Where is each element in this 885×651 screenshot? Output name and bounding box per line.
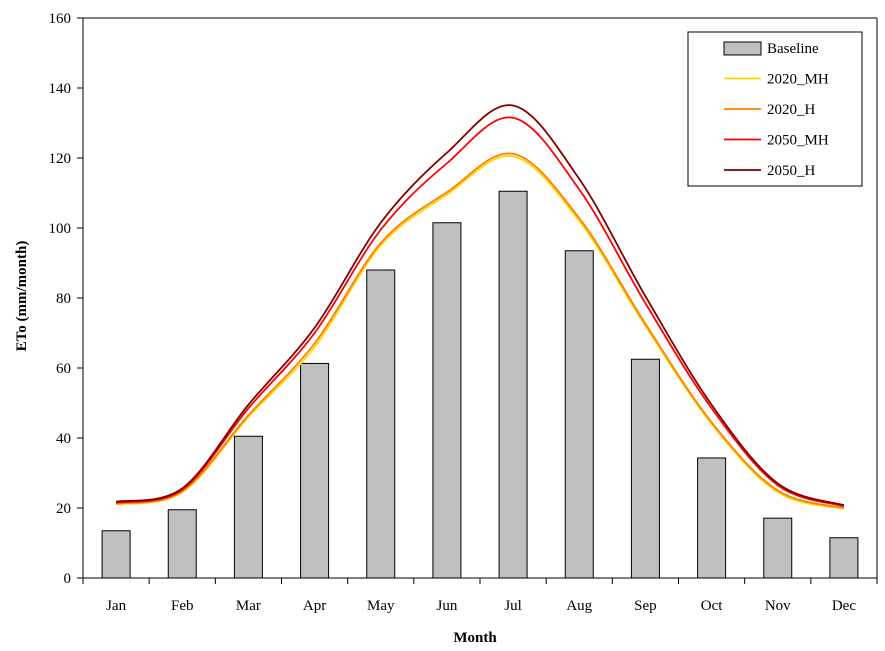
x-tick-label: Dec (832, 598, 856, 614)
bar-feb (167, 509, 197, 579)
line-2020-mh (115, 154, 845, 510)
bar-apr (300, 362, 330, 579)
x-tick-label: Jun (436, 598, 457, 614)
legend-label-2020-h: 2020_H (767, 102, 816, 118)
y-tick-label: 140 (49, 81, 72, 97)
x-tick-label: May (367, 598, 395, 614)
bar-mar (233, 435, 263, 579)
legend-swatch-baseline (723, 41, 762, 56)
legend-box (687, 31, 863, 187)
y-tick-label: 20 (56, 501, 71, 517)
bar-aug (564, 250, 594, 579)
line-series (115, 104, 845, 510)
x-axis-label: Month (453, 630, 497, 646)
x-tick-label: Jul (504, 598, 522, 614)
y-tick-label: 80 (56, 291, 71, 307)
line-2020-h (115, 152, 845, 509)
legend-label-2050-h: 2050_H (767, 163, 816, 179)
x-tick-label: Mar (236, 598, 261, 614)
line-2050-h (115, 104, 845, 507)
x-axis-ticks: Jan Feb Mar Apr May Jun Jul Aug Sep Oct Nov Dec (82, 578, 878, 614)
y-tick-label: 100 (49, 221, 72, 237)
y-axis-ticks: 0 20 40 60 80 100 120 140 160 (49, 11, 83, 587)
x-tick-label: Apr (303, 598, 326, 614)
bar-jun (432, 222, 462, 579)
x-tick-label: Jan (106, 598, 126, 614)
bar-jul (498, 190, 528, 579)
legend: Baseline 2020_MH 2020_H 2050_MH 2050_H (687, 31, 863, 187)
y-tick-label: 40 (56, 431, 71, 447)
legend-label-baseline: Baseline (767, 41, 819, 57)
x-tick-label: Feb (171, 598, 194, 614)
y-axis-label: ETo (mm/month) (14, 241, 30, 352)
bar-dec (829, 537, 859, 579)
y-tick-label: 160 (49, 11, 72, 27)
bar-series (101, 190, 859, 579)
bar-oct (697, 457, 727, 579)
bar-sep (630, 358, 660, 579)
x-tick-label: Oct (701, 598, 723, 614)
y-tick-label: 0 (64, 571, 72, 587)
bar-may (366, 269, 396, 579)
x-tick-label: Aug (566, 598, 592, 614)
x-tick-label: Sep (634, 598, 657, 614)
y-tick-label: 60 (56, 361, 71, 377)
legend-label-2020-mh: 2020_MH (767, 72, 829, 88)
x-tick-label: Nov (765, 598, 791, 614)
line-2050-mh (115, 116, 845, 508)
y-tick-label: 120 (49, 151, 72, 167)
legend-label-2050-mh: 2050_MH (767, 133, 829, 149)
bar-jan (101, 530, 131, 579)
bar-nov (763, 517, 793, 579)
